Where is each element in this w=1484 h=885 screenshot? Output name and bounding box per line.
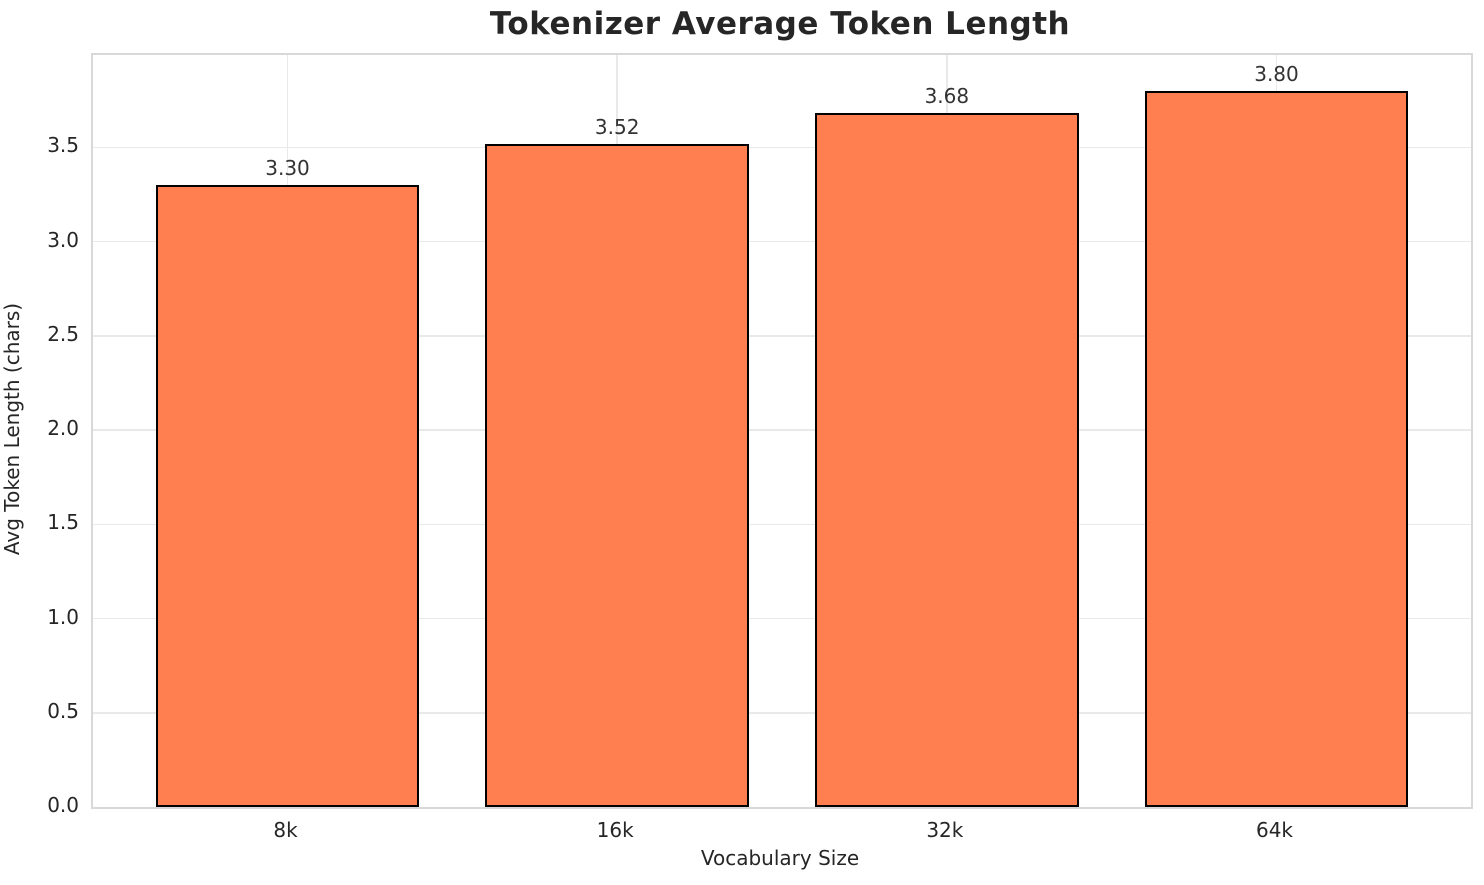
x-axis-label: Vocabulary Size bbox=[700, 846, 860, 870]
x-tick-label-8k: 8k bbox=[273, 818, 298, 842]
gridline-y-3.0 bbox=[93, 240, 1471, 243]
y-tick-label-1.0: 1.0 bbox=[47, 604, 79, 629]
bar-value-label-8k: 3.30 bbox=[265, 156, 310, 181]
y-tick-label-3.0: 3.0 bbox=[47, 227, 79, 252]
bar-8k bbox=[155, 185, 420, 807]
gridline-y-1.0 bbox=[93, 617, 1471, 620]
bar-32k bbox=[814, 113, 1079, 807]
gridline-y-1.5 bbox=[93, 523, 1471, 526]
bar-value-label-64k: 3.80 bbox=[1254, 61, 1299, 86]
y-tick-label-3.5: 3.5 bbox=[47, 133, 79, 158]
chart-title: Tokenizer Average Token Length bbox=[489, 6, 1071, 42]
gridline-y-2.5 bbox=[93, 335, 1471, 337]
bar-16k bbox=[485, 143, 750, 807]
y-tick-label-2.5: 2.5 bbox=[47, 321, 79, 346]
y-tick-label-0.5: 0.5 bbox=[47, 698, 79, 723]
bar-value-label-16k: 3.52 bbox=[594, 114, 640, 139]
y-tick-label-1.5: 1.5 bbox=[47, 510, 79, 535]
gridline-y-0.5 bbox=[93, 712, 1471, 714]
x-tick-label-64k: 64k bbox=[1255, 818, 1293, 842]
bar-64k bbox=[1144, 90, 1409, 807]
x-tick-label-32k: 32k bbox=[926, 818, 964, 842]
y-tick-label-0.0: 0.0 bbox=[47, 793, 79, 817]
bar-value-label-32k: 3.68 bbox=[924, 84, 970, 109]
gridline-y-3.5 bbox=[93, 146, 1471, 149]
plot-area: 3.30 3.52 3.68 3.80 bbox=[91, 53, 1473, 809]
x-tick-label-16k: 16k bbox=[596, 818, 634, 842]
gridline-y-2.0 bbox=[93, 429, 1471, 431]
y-tick-label-2.0: 2.0 bbox=[47, 416, 79, 441]
